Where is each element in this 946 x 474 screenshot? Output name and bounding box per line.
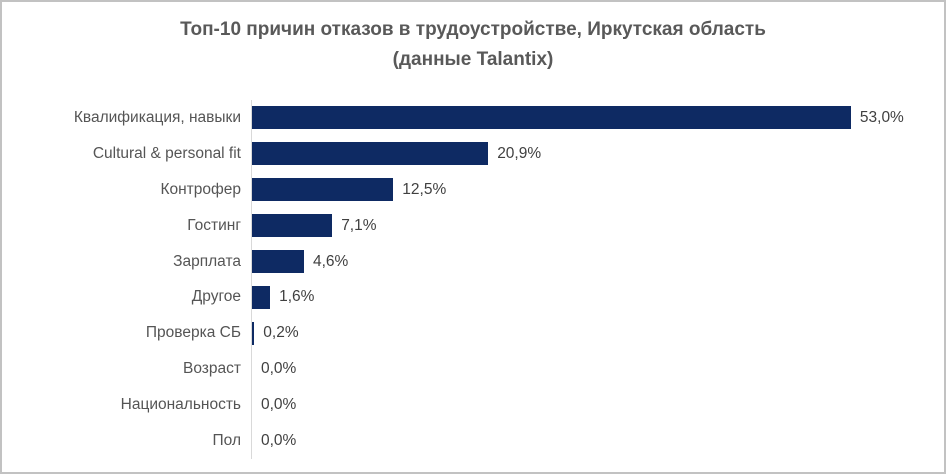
bar-area: 7,1% (251, 207, 940, 244)
chart-row: Контрофер 12,5% (2, 171, 940, 208)
chart-row: Гостинг 7,1% (2, 207, 940, 244)
category-label: Другое (191, 288, 241, 306)
chart-row: Возраст 0,0% (2, 351, 940, 388)
chart-row: Cultural & personal fit 20,9% (2, 135, 940, 172)
category-label: Квалификация, навыки (73, 108, 241, 126)
bar-area: 53,0% (251, 100, 940, 136)
chart-row: Другое 1,6% (2, 279, 940, 316)
bar-area: 1,6% (251, 279, 940, 316)
value-label: 0,0% (261, 360, 297, 378)
value-label: 53,0% (859, 108, 904, 126)
bar-area: 0,2% (251, 315, 940, 352)
category-label: Гостинг (187, 216, 241, 234)
bar (252, 178, 394, 202)
category-label: Cultural & personal fit (92, 144, 241, 162)
bar-area: 0,0% (251, 423, 940, 459)
value-label: 20,9% (497, 144, 542, 162)
bar-area: 12,5% (251, 171, 940, 208)
bar-chart-plot: Квалификация, навыки 53,0% Cultural & pers… (2, 100, 940, 459)
chart-title: Топ-10 причин отказов в трудоустройстве,… (2, 15, 944, 75)
value-label: 4,6% (313, 252, 349, 270)
category-label: Контрофер (160, 180, 241, 198)
bar (252, 285, 271, 309)
bar (252, 250, 304, 273)
chart-row: Квалификация, навыки 53,0% (2, 100, 940, 136)
value-label: 7,1% (341, 216, 377, 234)
chart-title-line1: Топ-10 причин отказов в трудоустройстве,… (180, 19, 766, 40)
value-label: 0,0% (261, 431, 297, 449)
chart-row: Зарплата 4,6% (2, 243, 940, 280)
bar-area: 4,6% (251, 243, 940, 280)
bar-area: 0,0% (251, 387, 940, 424)
value-label: 0,2% (263, 324, 299, 342)
bar-area: 20,9% (251, 135, 940, 172)
value-label: 12,5% (402, 180, 447, 198)
chart-row: Национальность 0,0% (2, 387, 940, 424)
value-label: 1,6% (279, 288, 315, 306)
category-label: Национальность (120, 396, 241, 414)
category-label: Проверка СБ (145, 324, 241, 342)
category-label: Возраст (183, 360, 241, 378)
bar (252, 106, 851, 130)
chart-title-line2: (данные Talantix) (392, 49, 554, 70)
category-label: Пол (212, 431, 241, 449)
chart-row: Проверка СБ 0,2% (2, 315, 940, 352)
chart-row: Пол 0,0% (2, 423, 940, 459)
category-label: Зарплата (173, 252, 241, 270)
bar (252, 142, 489, 166)
bar (252, 321, 255, 345)
value-label: 0,0% (261, 396, 297, 414)
bar-area: 0,0% (251, 351, 940, 388)
bar (252, 214, 333, 238)
